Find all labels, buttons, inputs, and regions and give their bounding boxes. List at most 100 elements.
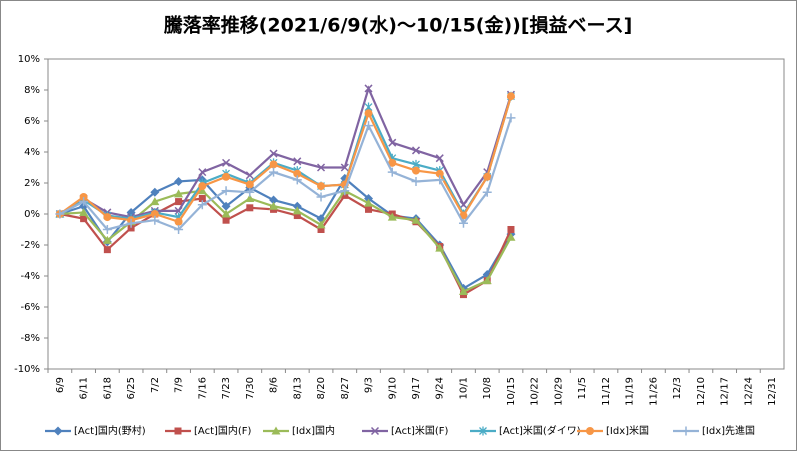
marker [293,212,301,220]
series-line [59,176,512,290]
x-tick-label: 12/10 [696,377,707,406]
marker [507,226,515,233]
x-tick-label: 6/25 [126,377,137,399]
marker [506,92,515,101]
marker [198,182,207,191]
x-tick-label: 9/10 [387,377,398,399]
marker [150,187,160,197]
marker [103,246,111,254]
marker [80,215,88,223]
marker [269,149,278,158]
x-tick-label: 10/8 [482,377,493,399]
marker [388,138,397,147]
legend-item: [Idx]米国 [577,424,649,437]
y-tick-label: -8% [21,333,40,344]
marker [79,207,89,216]
marker [245,180,254,189]
marker [482,276,492,285]
legend-label: [Act]国内(F) [194,424,252,437]
x-tick-label: 9/24 [435,377,446,399]
marker [293,157,302,166]
marker [102,225,112,234]
chart-title: 騰落率推移(2021/6/9(水)～10/15(金))[損益ベース] [163,14,633,37]
x-tick-label: 9/17 [411,377,422,399]
x-tick-label: 7/23 [221,377,232,399]
marker [269,201,279,210]
x-tick-label: 10/22 [530,377,541,406]
marker [435,243,445,252]
marker [174,427,182,435]
marker [411,176,421,186]
marker [150,197,160,206]
marker [411,215,421,224]
legend-label: [Idx]先進国 [702,425,755,437]
x-tick-label: 6/11 [79,377,90,399]
marker [102,235,112,244]
x-tick-label: 7/2 [150,377,161,393]
marker [458,218,468,228]
marker [316,192,326,202]
marker [340,163,349,172]
marker [506,232,516,241]
marker [292,201,302,211]
marker [317,182,326,191]
marker [479,426,487,436]
legend-item: [Idx]国内 [263,424,335,437]
marker [79,197,89,207]
y-tick-label: -4% [21,271,40,282]
x-tick-label: 11/5 [577,377,588,399]
marker [506,113,516,123]
marker [317,226,325,233]
marker [411,146,421,155]
marker [341,191,349,199]
x-tick-label: 7/30 [245,377,256,399]
marker [245,194,255,202]
marker [174,225,184,234]
x-tick-label: 12/31 [767,377,778,406]
x-tick-label: 8/13 [292,377,303,399]
marker [388,158,397,167]
y-tick-label: -10% [14,364,40,375]
y-tick-label: -2% [21,240,40,251]
legend-label: [Act]米国(F) [391,424,449,437]
marker [370,426,380,436]
x-tick-label: 10/15 [506,377,517,406]
marker [292,206,302,215]
marker [340,186,350,196]
y-tick-label: 0% [24,209,40,220]
marker [586,427,594,435]
marker [458,287,468,295]
x-tick-label: 10/29 [553,377,564,406]
marker [245,171,254,180]
marker [222,172,231,181]
legend-label: [Act]米国(ダイワ) [499,424,581,437]
y-tick-label: 6% [24,116,40,127]
marker [103,213,112,222]
x-tick-label: 7/9 [174,377,185,393]
marker [316,220,326,229]
marker [221,201,231,211]
legend-item: [Idx]先進国 [673,425,755,437]
marker [174,189,184,198]
marker [269,160,278,169]
marker [269,167,279,177]
marker [364,84,373,93]
marker [79,192,88,201]
x-tick-label: 11/19 [625,377,636,406]
x-tick-label: 12/24 [743,377,754,406]
legend-label: [Act]国内(野村) [74,424,146,437]
legend-item: [Act]国内(F) [165,424,252,437]
marker [174,217,183,226]
marker [293,169,302,178]
legend-item: [Act]米国(F) [362,424,449,437]
x-tick-label: 10/1 [458,377,469,399]
marker [269,195,279,205]
marker [317,163,326,172]
legend-item: [Act]国内(野村) [45,424,146,437]
legend-label: [Idx]米国 [606,424,649,437]
y-tick-label: 4% [24,147,40,158]
x-tick-label: 11/26 [648,377,659,406]
series-line [59,95,513,220]
x-tick-label: 6/18 [102,377,113,399]
x-tick-label: 8/6 [269,377,280,393]
